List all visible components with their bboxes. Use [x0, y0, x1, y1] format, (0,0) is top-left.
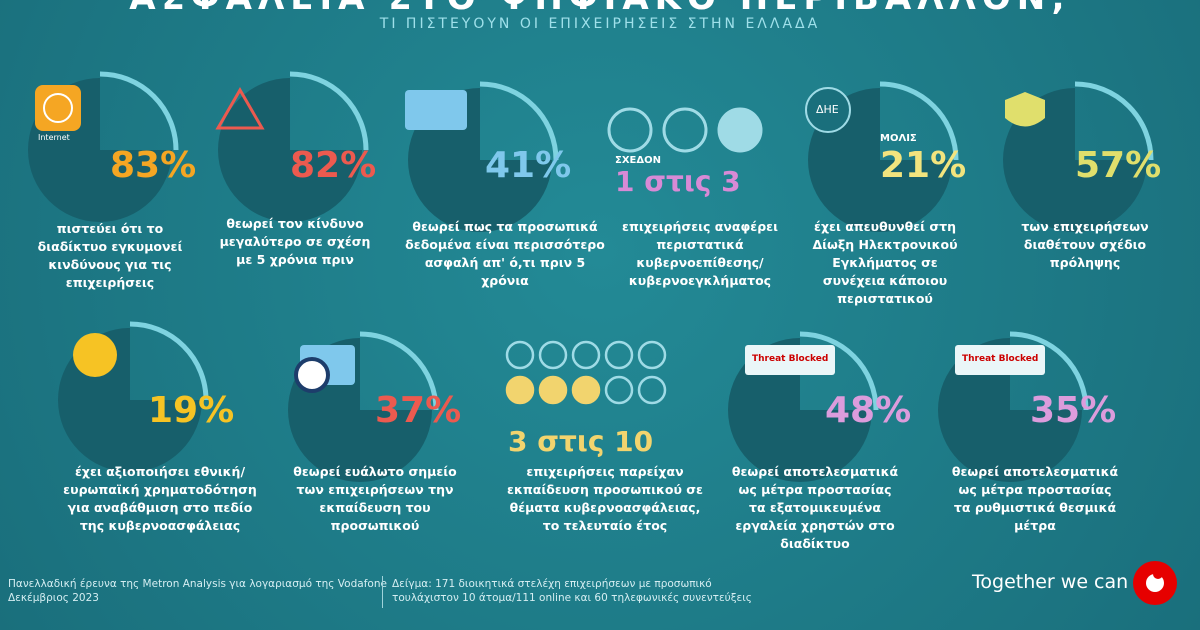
subtitle: ΤΙ ΠΙΣΤΕΥΟΥΝ ΟΙ ΕΠΙΧΕΙΡΗΣΕΙΣ ΣΤΗΝ ΕΛΛΑΔΑ	[379, 16, 821, 32]
stat-prefix: ΣΧΕΔΟΝ	[615, 155, 661, 166]
gauge-arc	[799, 331, 879, 411]
icon	[43, 93, 73, 123]
icon-label: Internet	[38, 133, 70, 142]
description: θεωρεί τον κίνδυνο μεγαλύτερο σε σχέση μ…	[219, 216, 371, 267]
description: επιχειρήσεις αναφέρει περιστατικά κυβερν…	[622, 219, 778, 288]
divider	[382, 576, 383, 608]
dot	[571, 375, 601, 405]
icon-label: Threat Blocked	[962, 354, 1039, 364]
icon	[805, 87, 851, 133]
description: πιστεύει ότι το διαδίκτυο εγκυμονεί κινδ…	[37, 221, 183, 290]
icon	[73, 333, 117, 377]
stat: 83%	[110, 145, 197, 186]
gauge-arc	[289, 71, 369, 151]
description: έχει απευθυνθεί στη Δίωξη Ηλεκτρονικού Ε…	[812, 219, 958, 306]
dot	[662, 107, 708, 153]
vodafone-logo	[1133, 561, 1177, 605]
icon	[294, 357, 330, 393]
sample-line: Δείγμα: 171 διοικητικά στελέχη επιχειρήσ…	[392, 578, 712, 590]
stat: 3 στις 10	[508, 425, 654, 458]
stat: 48%	[825, 390, 912, 431]
stat: 19%	[148, 390, 235, 431]
icon	[1005, 92, 1045, 127]
dot	[637, 340, 667, 370]
dot	[571, 340, 601, 370]
source-line: Πανελλαδική έρευνα της Metron Analysis γ…	[8, 578, 387, 590]
icon	[745, 345, 835, 375]
stat: 41%	[485, 145, 572, 186]
dot	[604, 340, 634, 370]
slogan: Together we can	[972, 571, 1129, 593]
stat: 35%	[1030, 390, 1117, 431]
gauge-arc	[99, 71, 179, 151]
gauge-arc	[129, 321, 209, 401]
dot	[717, 107, 763, 153]
stat: 21%	[880, 145, 967, 186]
description: θεωρεί αποτελεσματικά ως μέτρα προστασία…	[951, 464, 1119, 533]
icon	[215, 87, 265, 130]
gauge-arc	[879, 81, 959, 161]
description: θεωρεί πως τα προσωπικά δεδομένα είναι π…	[405, 219, 605, 288]
description: θεωρεί αποτελεσματικά ως μέτρα προστασία…	[731, 464, 899, 551]
gauge-arc	[1009, 331, 1089, 411]
icon	[35, 85, 81, 131]
icon-label: ΔΗΕ	[816, 103, 839, 116]
icon	[405, 90, 467, 130]
dot	[505, 375, 535, 405]
icon-label: Threat Blocked	[752, 354, 829, 364]
stat: 1 στις 3	[615, 165, 741, 198]
gauge-arc	[479, 81, 559, 161]
description: έχει αξιοποιήσει εθνική/ ευρωπαϊκή χρημα…	[63, 464, 257, 533]
description: επιχειρήσεις παρείχαν εκπαίδευση προσωπι…	[507, 464, 703, 533]
description: των επιχειρήσεων διαθέτουν σχέδιο πρόληψ…	[1021, 219, 1149, 270]
dot	[538, 340, 568, 370]
gauge-wedge	[1003, 88, 1147, 232]
icon	[955, 345, 1045, 375]
dot	[538, 375, 568, 405]
stat: 37%	[375, 390, 462, 431]
dot	[604, 375, 634, 405]
description: θεωρεί ευάλωτο σημείο των επιχειρήσεων τ…	[293, 464, 457, 533]
dot	[505, 340, 535, 370]
gauge-arc	[1074, 81, 1154, 161]
dot	[637, 375, 667, 405]
stat-prefix: ΜΟΛΙΣ	[880, 133, 917, 144]
stat: 82%	[290, 145, 377, 186]
title: ΑΣΦΑΛΕΙΑ ΣΤΟ ΨΗΦΙΑΚΟ ΠΕΡΙΒΑΛΛΟΝ;	[0, 0, 1200, 18]
dot	[607, 107, 653, 153]
source-date: Δεκέμβριος 2023	[8, 592, 99, 604]
gauge-arc	[359, 331, 439, 411]
stat: 57%	[1075, 145, 1162, 186]
sample-line: τουλάχιστον 10 άτομα/111 online και 60 τ…	[392, 592, 752, 604]
